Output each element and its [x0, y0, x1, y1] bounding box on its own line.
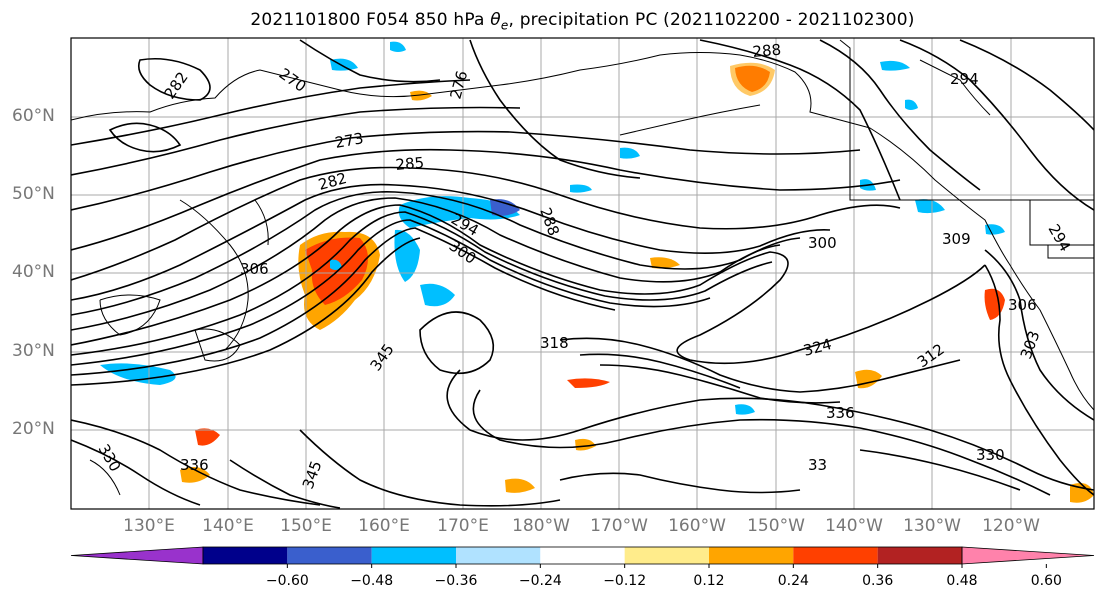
lon-label: 160°E: [358, 516, 410, 536]
contour-label: 336: [180, 456, 209, 474]
colorbar-tick-label: 0.24: [777, 573, 809, 589]
contour-label: 33: [808, 456, 827, 474]
colorbar: [70, 546, 1095, 568]
lon-label: 140°E: [202, 516, 254, 536]
gridlines: [71, 38, 1094, 509]
contour-label: 294: [950, 70, 979, 88]
theta-e-contours: [71, 39, 1094, 509]
lat-label-40n: 40°N: [12, 262, 55, 282]
lon-label: 160°W: [668, 516, 726, 536]
title-main: 2021101800 F054 850 hPa: [250, 10, 485, 30]
contour-label: 318: [540, 334, 569, 352]
plot-frame: [70, 37, 1095, 510]
contour-label: 300: [808, 234, 837, 252]
colorbar-tick-label: 0.60: [1030, 573, 1062, 589]
contour-label: 273: [334, 129, 365, 152]
colorbar-segment: [540, 547, 625, 564]
colorbar-tick-label: −0.60: [265, 573, 309, 589]
lat-label-50n: 50°N: [12, 184, 55, 204]
colorbar-tick-label: −0.48: [350, 573, 394, 589]
lon-label: 140°W: [825, 516, 883, 536]
lon-label: 150°W: [747, 516, 805, 536]
colorbar-tick-label: −0.24: [518, 573, 562, 589]
colorbar-segment: [456, 547, 541, 564]
coastlines: [71, 39, 1094, 496]
contour-label: 285: [395, 154, 425, 174]
lon-label: 150°E: [280, 516, 332, 536]
contour-label: 309: [942, 230, 971, 248]
contour-label: 306: [1008, 296, 1037, 314]
colorbar-segment: [371, 547, 456, 564]
lon-label: 170°W: [590, 516, 648, 536]
colorbar-segment: [877, 547, 962, 564]
title-subscript: e: [500, 18, 509, 33]
lon-label: 130°E: [123, 516, 175, 536]
colorbar-segment: [287, 547, 372, 564]
contour-label: 288: [752, 41, 782, 61]
colorbar-segment: [203, 547, 288, 564]
map-title: 2021101800 F054 850 hPa θe, precipitatio…: [0, 10, 1105, 32]
lon-label: 130°W: [903, 516, 961, 536]
lon-label: 180°W: [512, 516, 570, 536]
colorbar-outline: [202, 546, 963, 565]
contour-labels: 288 270 276 282 273 285 282 288 294 300 …: [95, 41, 1075, 492]
title-variable: θ: [490, 10, 501, 30]
contour-label: 336: [826, 404, 855, 422]
contour-label: 330: [976, 446, 1005, 464]
colorbar-tick-label: −0.12: [603, 573, 647, 589]
lon-label: 170°E: [437, 516, 489, 536]
contour-label: 306: [240, 260, 269, 278]
colorbar-segment: [793, 547, 878, 564]
lat-label-20n: 20°N: [12, 419, 55, 439]
colorbar-segment: [709, 547, 794, 564]
colorbar-tick-label: 0.12: [693, 573, 725, 589]
colorbar-extend-low: [70, 546, 204, 565]
colorbar-tick-label: −0.36: [434, 573, 478, 589]
lon-label: 120°W: [982, 516, 1040, 536]
lat-label-30n: 30°N: [12, 341, 55, 361]
colorbar-extend-high: [961, 546, 1095, 565]
title-tail: , precipitation PC (2021102200 - 2021102…: [508, 10, 915, 30]
colorbar-tick-label: 0.36: [862, 573, 894, 589]
colorbar-tick-label: 0.48: [946, 573, 978, 589]
colorbar-segment: [624, 547, 709, 564]
lat-label-60n: 60°N: [12, 106, 55, 126]
